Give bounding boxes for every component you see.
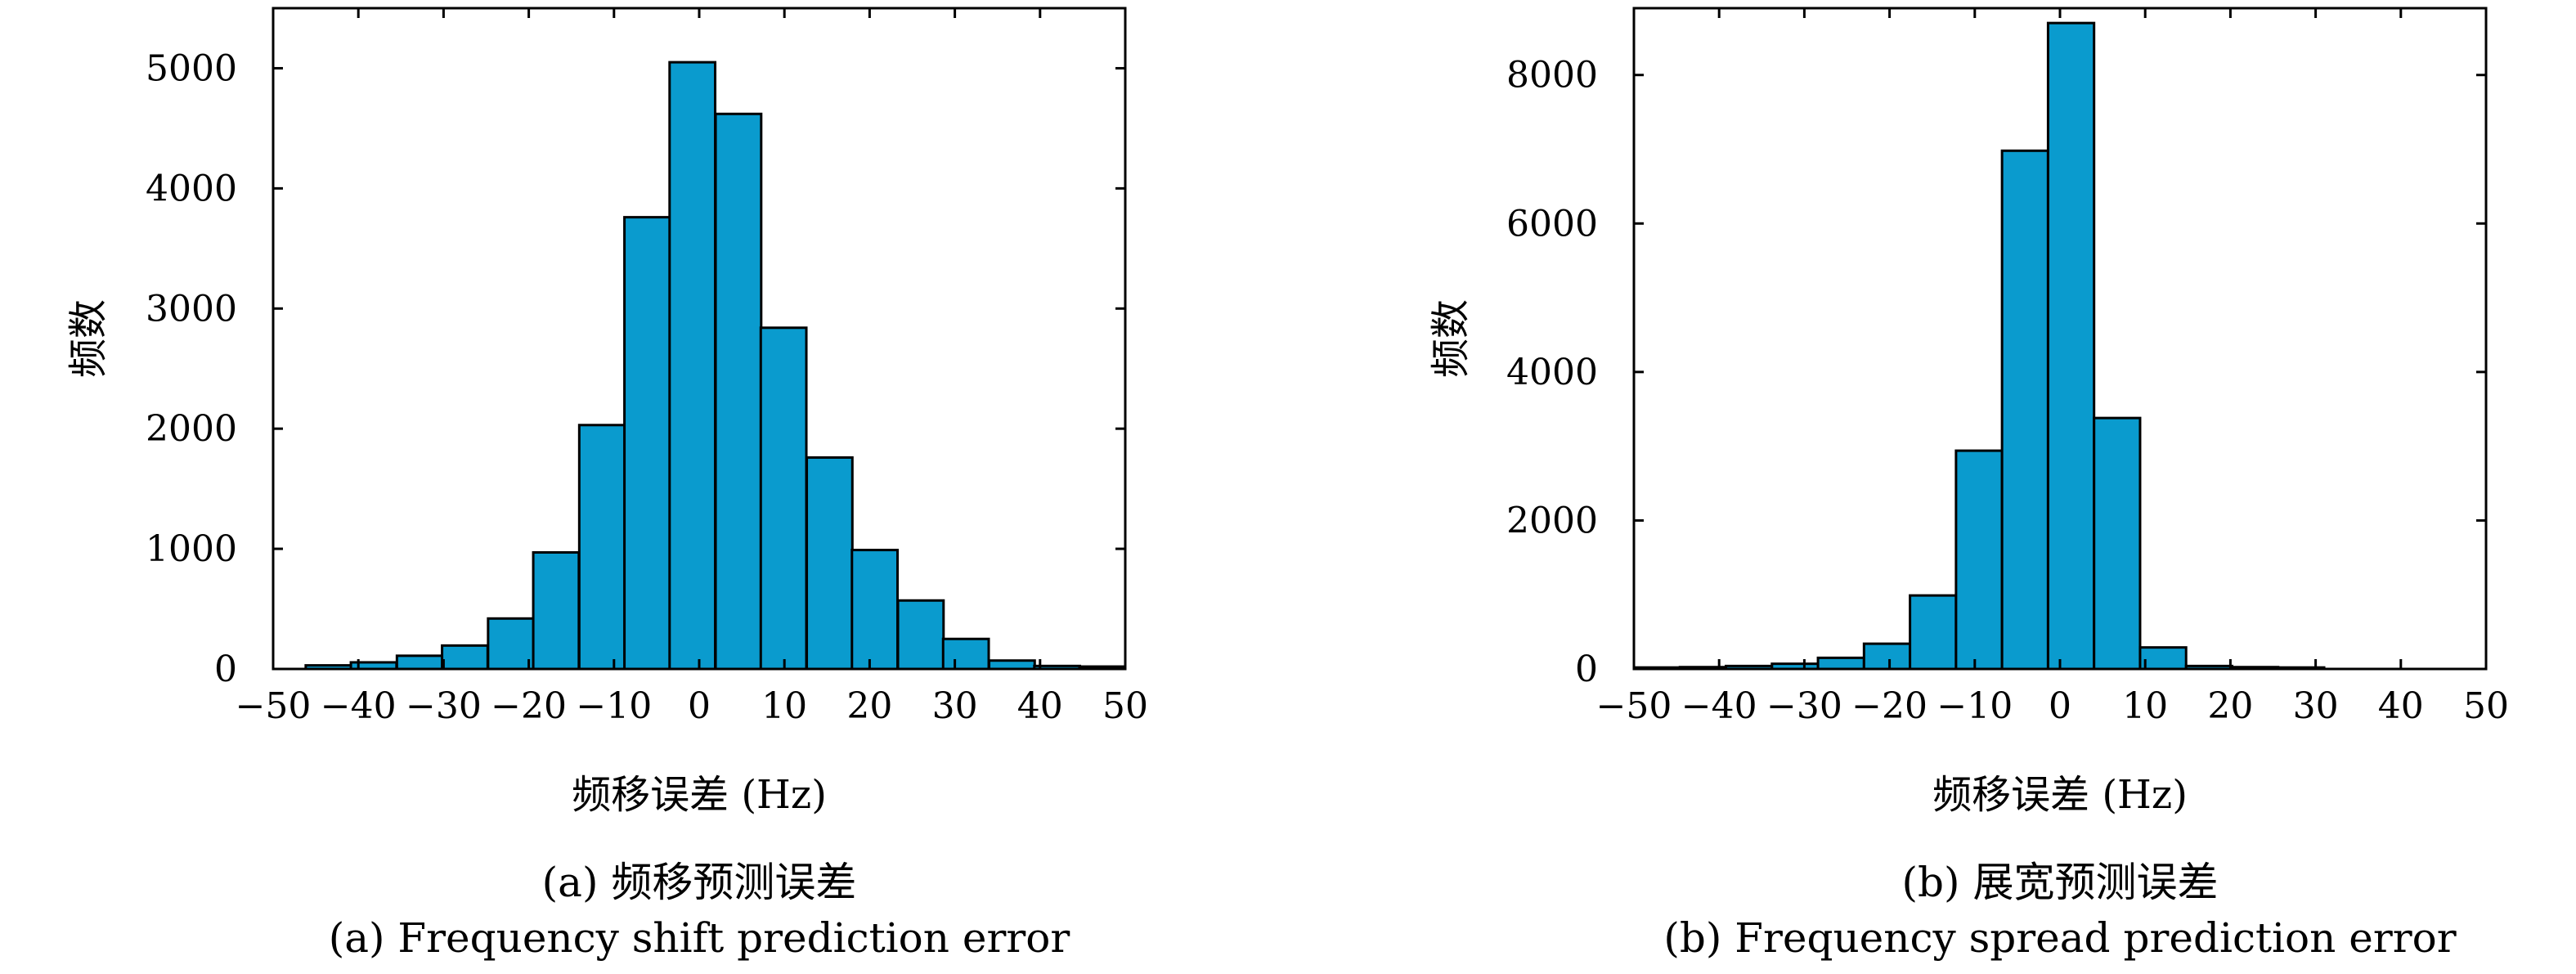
x-tick-label: −40 <box>1681 685 1757 727</box>
x-tick-label: 20 <box>846 685 892 727</box>
x-tick-label: 10 <box>761 685 807 727</box>
x-tick-label: −50 <box>236 685 312 727</box>
x-tick-label: −30 <box>406 685 482 727</box>
y-tick-label: 1000 <box>146 528 237 570</box>
x-tick-label: 10 <box>2122 685 2168 727</box>
bar <box>1909 594 1958 671</box>
bar <box>1862 642 1912 671</box>
x-tick-label: 40 <box>1017 685 1063 727</box>
x-tick-label: −30 <box>1766 685 1842 727</box>
subtitle-en-a: (a) Frequency shift prediction error <box>329 914 1070 962</box>
subtitle-a: (a) 频移预测误差 <box>542 859 857 906</box>
histogram-panel-a: −50 −40 −30 −20 −10 0 10 20 30 40 50 0 1000 2000 3000… <box>65 7 1148 962</box>
x-tick-label: −20 <box>1851 685 1928 727</box>
x-ticks-a: −50 −40 −30 −20 −10 0 10 20 30 40 50 <box>236 8 1148 727</box>
x-tick-label: 0 <box>688 685 711 727</box>
x-tick-label: 30 <box>932 685 978 727</box>
y-ticks-b: 0 2000 4000 6000 8000 <box>1506 55 2486 690</box>
y-tick-label: 4000 <box>146 168 237 209</box>
bar <box>1954 449 2004 671</box>
y-tick-label: 0 <box>214 649 237 690</box>
histogram-panel-b: −50 −40 −30 −20 −10 0 10 20 30 40 50 0 2000 4000 6000… <box>1428 7 2509 962</box>
bar <box>487 617 536 671</box>
x-tick-label: −40 <box>321 685 397 727</box>
bar-group-a <box>304 61 1127 671</box>
x-tick-label: 30 <box>2293 685 2339 727</box>
y-tick-label: 5000 <box>146 47 237 89</box>
bar <box>759 326 808 671</box>
x-axis-label-a: 频移误差 (Hz) <box>572 772 827 818</box>
bar <box>1816 656 1865 671</box>
y-axis-label-a: 频数 <box>65 299 111 378</box>
subtitle-b: (b) 展宽预测误差 <box>1902 859 2219 906</box>
y-tick-label: 0 <box>1575 649 1598 690</box>
x-tick-label: 50 <box>1102 685 1148 727</box>
bar <box>2138 646 2188 671</box>
y-ticks-a: 0 1000 2000 3000 4000 5000 <box>146 47 1125 690</box>
bar <box>2046 21 2096 671</box>
bar <box>714 112 763 671</box>
x-ticks-b: −50 −40 −30 −20 −10 0 10 20 30 40 50 <box>1596 8 2509 727</box>
bar <box>532 550 581 671</box>
y-axis-label-b: 频数 <box>1428 299 1474 378</box>
x-tick-label: 40 <box>2378 685 2424 727</box>
bar <box>941 637 990 671</box>
x-tick-label: −50 <box>1596 685 1672 727</box>
x-tick-label: −20 <box>491 685 567 727</box>
y-tick-label: 2000 <box>146 408 237 450</box>
x-tick-label: 50 <box>2463 685 2509 727</box>
bar <box>896 599 945 671</box>
bar <box>850 549 900 671</box>
bar <box>2000 149 2049 671</box>
y-tick-label: 8000 <box>1506 55 1598 97</box>
bar-group-b <box>1632 21 2326 671</box>
x-tick-label: −10 <box>576 685 652 727</box>
x-tick-label: 20 <box>2207 685 2253 727</box>
y-tick-label: 4000 <box>1506 352 1598 393</box>
bar <box>2093 416 2142 671</box>
x-tick-label: 0 <box>2049 685 2071 727</box>
bar <box>668 61 717 671</box>
bar <box>441 644 489 671</box>
x-axis-label-b: 频移误差 (Hz) <box>1932 772 2188 818</box>
bar <box>988 659 1036 671</box>
bar <box>395 654 444 671</box>
y-tick-label: 6000 <box>1506 203 1598 245</box>
bar <box>623 216 671 671</box>
bar <box>577 424 626 671</box>
x-tick-label: −10 <box>1936 685 2013 727</box>
y-tick-label: 2000 <box>1506 500 1598 541</box>
subtitle-en-b: (b) Frequency spread prediction error <box>1663 914 2456 962</box>
y-tick-label: 3000 <box>146 288 237 330</box>
bar <box>806 456 854 671</box>
